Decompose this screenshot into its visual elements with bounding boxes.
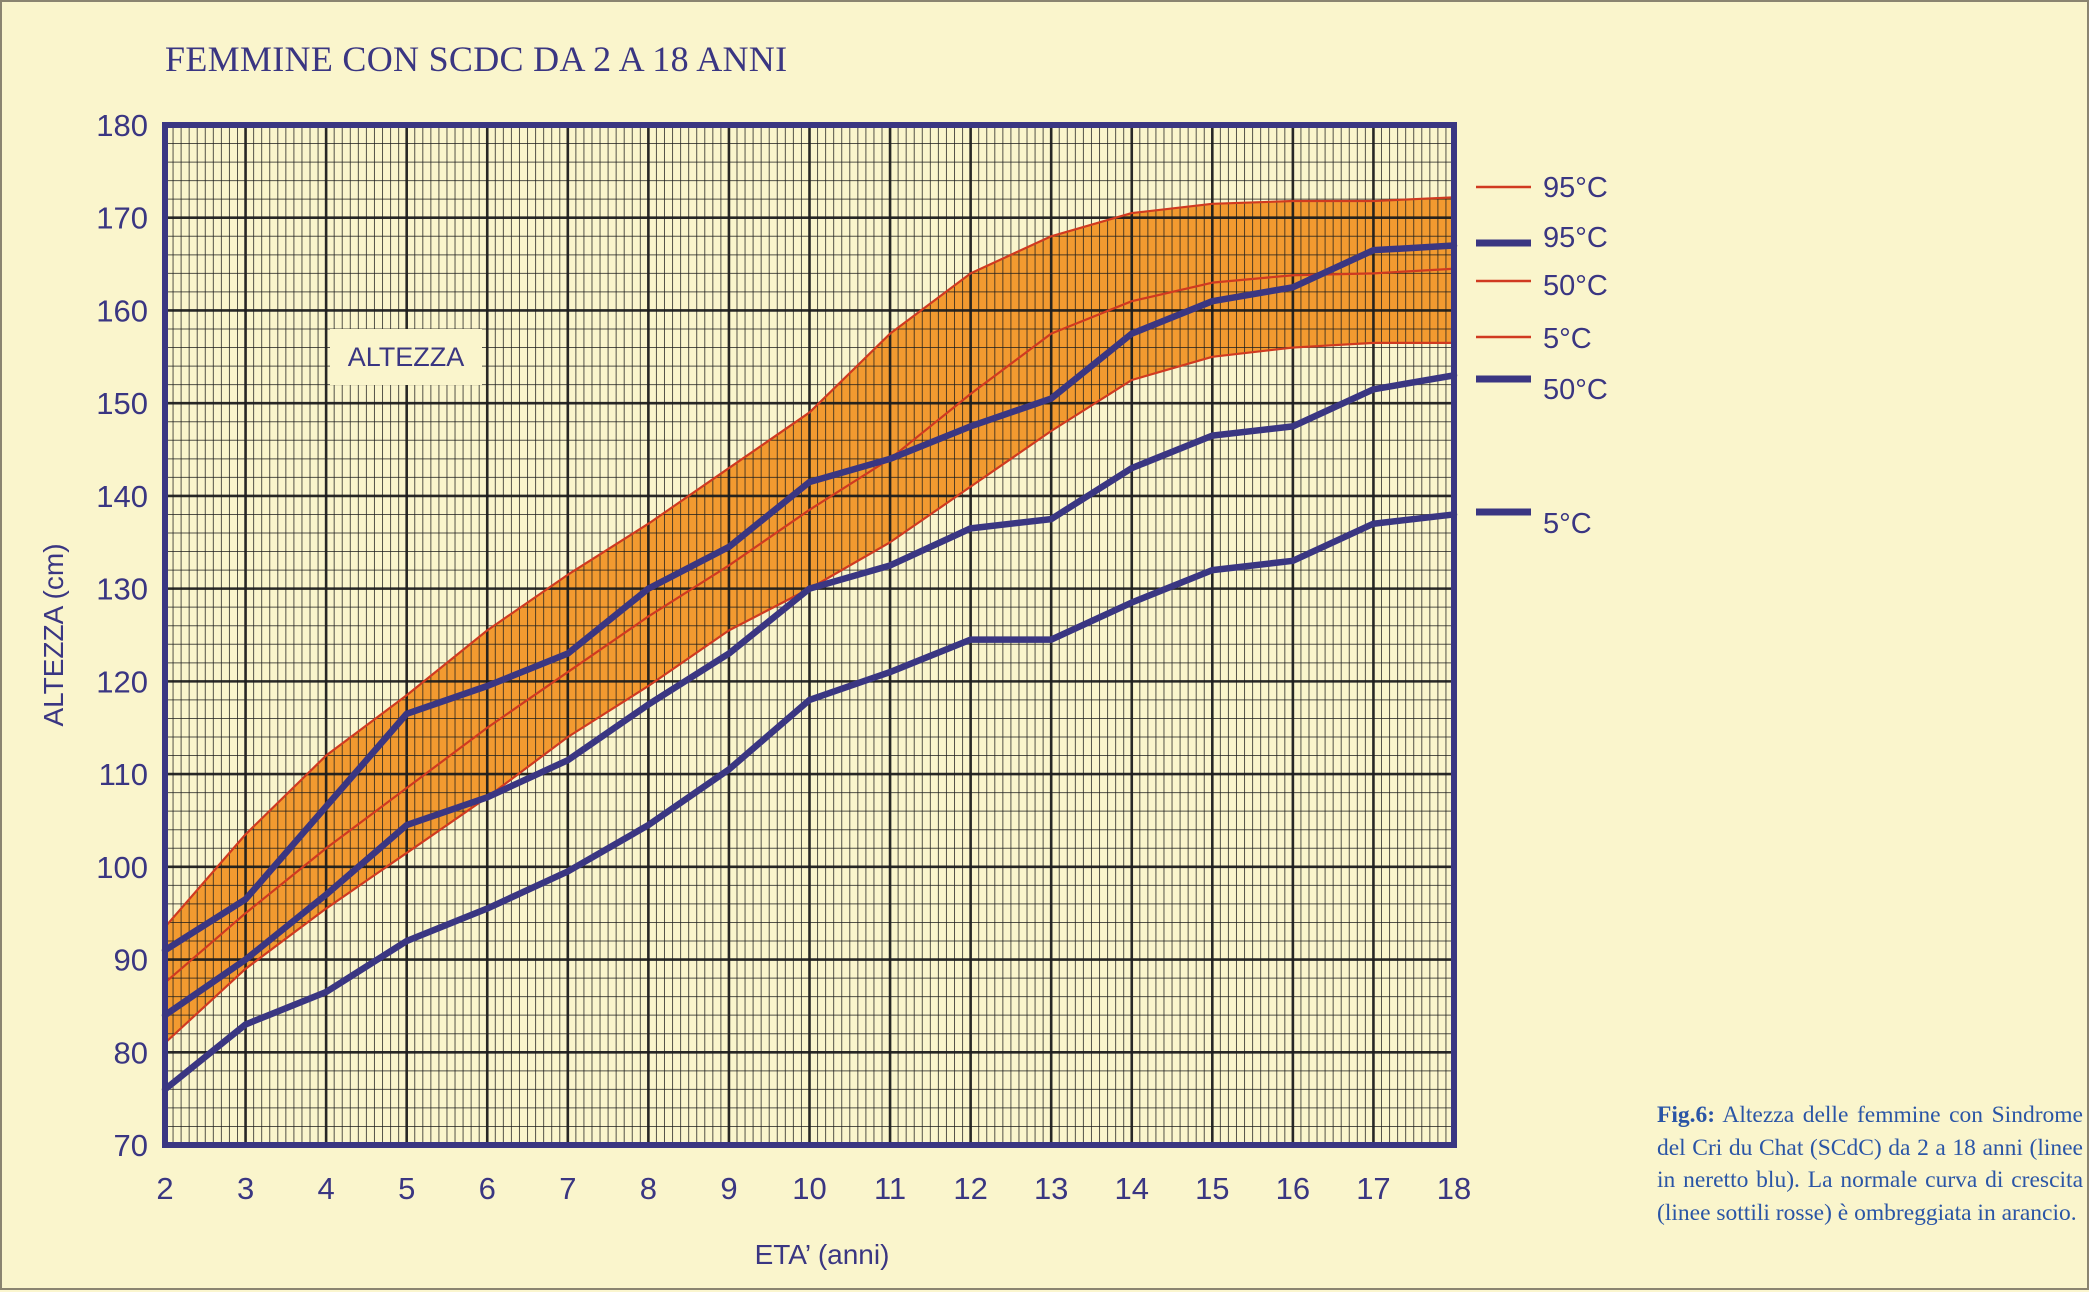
y-tick-label: 90 — [114, 943, 148, 978]
annotation-label: ALTEZZA — [348, 342, 465, 372]
x-axis-label: ETA’ (anni) — [755, 1239, 890, 1270]
x-tick-label: 12 — [953, 1171, 987, 1206]
scdc-line-95c — [161, 242, 1458, 954]
scdc-line-50c — [161, 372, 1458, 1019]
x-tick-label: 11 — [874, 1171, 906, 1206]
caption-label: Fig.6: — [1657, 1102, 1716, 1128]
y-tick-label: 100 — [96, 850, 148, 885]
legend-label: 5°C — [1543, 323, 1592, 355]
x-tick-label: 7 — [559, 1171, 576, 1206]
figure-caption: Fig.6: Altezza delle femmine con Sindrom… — [1657, 1099, 2083, 1229]
y-tick-label: 80 — [114, 1035, 148, 1070]
y-tick-label: 150 — [96, 386, 148, 421]
x-tick-label: 4 — [318, 1171, 335, 1206]
legend-label: 95°C — [1543, 172, 1608, 204]
x-tick-label: 18 — [1437, 1171, 1471, 1206]
chart-title: FEMMINE CON SCDC DA 2 A 18 ANNI — [165, 39, 788, 79]
scdc-line-5c — [161, 511, 1458, 1093]
x-tick-label: 16 — [1276, 1171, 1310, 1206]
x-tick-label: 13 — [1034, 1171, 1068, 1206]
legend-label: 50°C — [1543, 270, 1608, 302]
caption-text: Altezza delle femmine con Sindrome del C… — [1657, 1102, 2083, 1226]
x-tick-label: 6 — [479, 1171, 496, 1206]
x-tick-label: 14 — [1115, 1171, 1149, 1206]
legend-label: 95°C — [1543, 222, 1608, 254]
normal-line-50c — [163, 267, 1456, 984]
y-tick-label: 70 — [114, 1128, 148, 1163]
x-tick-label: 17 — [1356, 1171, 1390, 1206]
x-tick-label: 8 — [640, 1171, 657, 1206]
x-tick-label: 5 — [398, 1171, 415, 1206]
x-tick-label: 10 — [792, 1171, 826, 1206]
y-tick-label: 180 — [96, 108, 148, 143]
plot-frame — [162, 122, 1457, 1148]
y-axis-label: ALTEZZA (cm) — [38, 543, 69, 726]
grid — [163, 123, 1456, 1147]
y-tick-label: 140 — [96, 479, 148, 514]
y-tick-label: 120 — [96, 664, 148, 699]
normal-line-95c — [163, 196, 1456, 929]
x-tick-label: 3 — [237, 1171, 254, 1206]
annotation-box — [330, 329, 482, 385]
x-tick-label: 15 — [1195, 1171, 1229, 1206]
legend-label: 50°C — [1543, 374, 1608, 406]
y-tick-label: 170 — [96, 201, 148, 236]
y-tick-label: 160 — [96, 293, 148, 328]
legend-label: 5°C — [1543, 508, 1592, 540]
x-tick-label: 9 — [720, 1171, 737, 1206]
x-tick-label: 2 — [156, 1171, 173, 1206]
legend: 95°C 95°C 50°C 5°C 50°C 5°C — [1476, 172, 1608, 540]
y-tick-label: 110 — [99, 757, 148, 792]
y-tick-label: 130 — [96, 572, 148, 607]
